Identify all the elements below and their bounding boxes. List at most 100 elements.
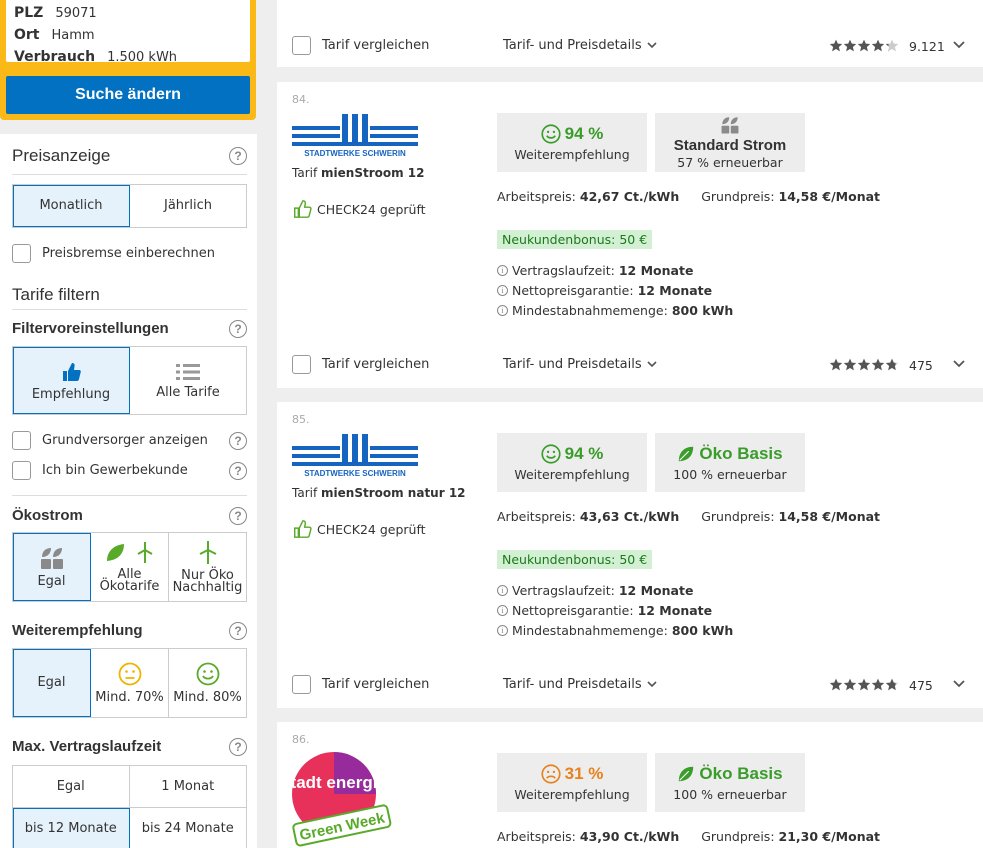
grundpreis-value: 21,30 €/Monat: [778, 829, 881, 844]
compare-label[interactable]: Tarif vergleichen: [322, 677, 430, 692]
happy-face-icon: [541, 123, 561, 144]
info-icon[interactable]: i: [497, 625, 508, 636]
divider: [12, 309, 247, 310]
preisbremse-checkbox[interactable]: [12, 244, 31, 263]
option-nur-oeko-nachhaltig-label: Nur Öko Nachhaltig: [172, 568, 243, 595]
expand-chevron-icon[interactable]: [953, 680, 965, 688]
info-row: i Nettopreisgarantie: 12 Monate: [497, 603, 712, 618]
expand-chevron-icon[interactable]: [953, 360, 965, 368]
option-laufzeit-egal[interactable]: Egal: [13, 766, 130, 808]
oekostrom-help-icon[interactable]: ?: [229, 507, 247, 525]
search-criteria: PLZ 59071 Ort Hamm Verbrauch 1.500 kWh: [6, 0, 250, 65]
grundversorger-checkbox-row[interactable]: Grundversorger anzeigen: [12, 431, 208, 450]
tariff-details-link[interactable]: Tarif- und Preisdetails: [503, 38, 657, 53]
info-icon[interactable]: i: [497, 305, 508, 316]
weiterempfehlung-help-icon[interactable]: ?: [229, 622, 247, 640]
filtervoreinstellungen-help-icon[interactable]: ?: [229, 320, 247, 338]
option-1-monat[interactable]: 1 Monat: [129, 766, 246, 808]
info-icon[interactable]: i: [497, 265, 508, 276]
new-customer-bonus: Neukundenbonus: 50 €: [497, 550, 653, 569]
rating-count: 9.121: [909, 39, 945, 54]
grundversorger-checkbox[interactable]: [12, 431, 31, 450]
option-bis-12-monate[interactable]: bis 12 Monate: [13, 808, 130, 848]
filtervoreinstellungen-toggle: Empfehlung Alle Tarife: [12, 346, 247, 415]
compare-checkbox[interactable]: [292, 355, 311, 374]
arbeitspreis-value: 42,67 Ct./kWh: [579, 189, 680, 204]
info-value: 12 Monate: [618, 583, 694, 598]
check24-verified: CHECK24 geprüft: [292, 519, 426, 539]
info-icon[interactable]: i: [497, 585, 508, 596]
tariff-details-link[interactable]: Tarif- und Preisdetails: [503, 357, 657, 372]
star-icon: [871, 39, 885, 52]
info-icon[interactable]: i: [497, 285, 508, 296]
recommendation-badge: 31 % Weiterempfehlung: [497, 753, 647, 812]
star-icon: [857, 678, 871, 691]
preisbremse-checkbox-row[interactable]: Preisbremse einberechnen: [12, 244, 215, 263]
arbeitspreis: Arbeitspreis: 42,67 Ct./kWh: [497, 189, 679, 204]
preisanzeige-heading: Preisanzeige: [12, 146, 111, 165]
compare-label[interactable]: Tarif vergleichen: [322, 38, 430, 53]
tariff-card: 86. stadt energie Green Week 31 % Weiter…: [277, 722, 983, 848]
grundpreis-label: Grundpreis:: [701, 509, 775, 524]
recommendation-value: 94 %: [564, 443, 604, 463]
arbeitspreis-label: Arbeitspreis:: [497, 189, 576, 204]
rating-stars: [829, 678, 899, 691]
gewerbekunde-help-icon[interactable]: ?: [229, 462, 247, 480]
tariff-name: Tarif mienStroom 12: [292, 166, 425, 180]
option-jaehrlich[interactable]: Jährlich: [164, 198, 212, 213]
option-nur-oeko-nachhaltig[interactable]: Nur Öko Nachhaltig: [169, 533, 246, 601]
gewerbekunde-checkbox-row[interactable]: Ich bin Gewerbekunde: [12, 461, 188, 480]
stadtwerke-schwerin-logo[interactable]: STADTWERKE SCHWERIN: [292, 432, 418, 478]
option-monatlich[interactable]: Monatlich: [13, 185, 130, 227]
option-mind-70-label: Mind. 70%: [95, 690, 164, 705]
info-label: Mindestabnahmemenge:: [512, 303, 668, 318]
change-search-button[interactable]: Suche ändern: [6, 76, 250, 114]
star-icon: [857, 358, 871, 371]
tariff-details-link[interactable]: Tarif- und Preisdetails: [503, 677, 657, 692]
happy-face-icon: [196, 662, 219, 686]
option-mind-80[interactable]: Mind. 80%: [169, 649, 246, 717]
recommendation-value: 94 %: [564, 123, 604, 143]
recommendation-label: Weiterempfehlung: [514, 146, 630, 162]
info-row: i Mindestabnahmemenge: 800 kWh: [497, 623, 733, 638]
stadtenergie-logo[interactable]: stadt energie Green Week: [292, 750, 396, 848]
grundversorger-help-icon[interactable]: ?: [229, 432, 247, 450]
option-empfehlung[interactable]: Empfehlung: [13, 347, 130, 414]
grundversorger-label: Grundversorger anzeigen: [42, 433, 208, 448]
new-customer-bonus: Neukundenbonus: 50 €: [497, 230, 653, 249]
grundpreis: Grundpreis: 21,30 €/Monat: [701, 829, 880, 844]
card-footer: Tarif vergleichen Tarif- und Preisdetail…: [292, 353, 972, 377]
tariff-card: 84. STADTWERKE SCHWERIN Tarif mienStroom…: [277, 82, 983, 388]
compare-checkbox[interactable]: [292, 675, 311, 694]
option-empf-egal[interactable]: Egal: [13, 649, 91, 717]
gewerbekunde-checkbox[interactable]: [12, 461, 31, 480]
expand-chevron-icon[interactable]: [953, 41, 965, 49]
info-icon[interactable]: i: [497, 605, 508, 616]
option-alle-tarife[interactable]: Alle Tarife: [130, 347, 246, 414]
arbeitspreis-label: Arbeitspreis:: [497, 829, 576, 844]
compare-label[interactable]: Tarif vergleichen: [322, 357, 430, 372]
tariff-rank: 85.: [292, 413, 310, 426]
logo-text: stadt energie: [292, 773, 387, 792]
thumbs-up-icon: [63, 362, 81, 381]
info-row: i Nettopreisgarantie: 12 Monate: [497, 283, 712, 298]
filtervoreinstellungen-heading: Filtervoreinstellungen: [12, 320, 169, 337]
option-alle-oekotarife[interactable]: Alle Ökotarife: [91, 533, 169, 601]
option-mind-80-label: Mind. 80%: [173, 690, 242, 705]
eco-badge: Standard Strom 57 % erneuerbar: [655, 113, 805, 172]
preisanzeige-help-icon[interactable]: ?: [229, 147, 247, 165]
oekostrom-heading: Ökostrom: [12, 507, 83, 524]
star-icon: [885, 678, 899, 691]
option-mind-70[interactable]: Mind. 70%: [91, 649, 169, 717]
chevron-down-icon: [647, 361, 657, 368]
option-oeko-egal[interactable]: Egal: [13, 533, 91, 601]
tariff-prefix: Tarif: [292, 166, 318, 180]
recommendation-badge: 94 % Weiterempfehlung: [497, 113, 647, 172]
grundpreis-label: Grundpreis:: [701, 829, 775, 844]
stadtwerke-schwerin-logo[interactable]: STADTWERKE SCHWERIN: [292, 112, 418, 158]
thumbs-up-icon: [294, 200, 312, 218]
compare-checkbox[interactable]: [292, 36, 311, 55]
vertragslaufzeit-help-icon[interactable]: ?: [229, 738, 247, 756]
option-bis-24-monate[interactable]: bis 24 Monate: [130, 808, 247, 848]
option-alle-tarife-label: Alle Tarife: [156, 384, 220, 400]
